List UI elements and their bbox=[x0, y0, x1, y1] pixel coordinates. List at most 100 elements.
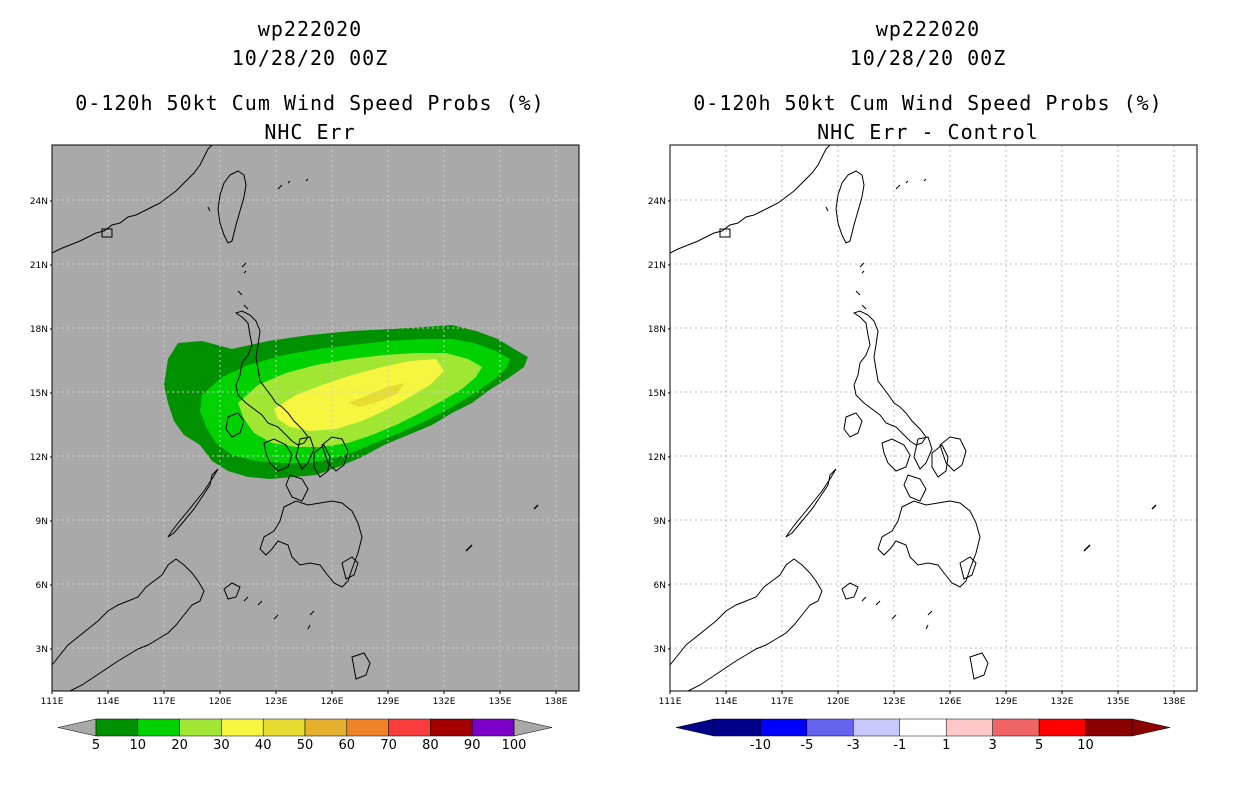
lat-label: 9N bbox=[654, 517, 666, 527]
lat-label: 6N bbox=[654, 581, 666, 591]
lat-label: 12N bbox=[648, 453, 666, 463]
lat-label: 21N bbox=[30, 261, 48, 271]
lon-label: 123E bbox=[883, 697, 906, 707]
colorbar-label: -1 bbox=[893, 738, 906, 753]
colorbar-label: -10 bbox=[750, 738, 771, 753]
colorbar-swatch bbox=[806, 718, 854, 737]
right-colorbar: -10 -5 -3 -1 1 3 5 10 bbox=[675, 718, 1171, 753]
left-lon-labels: 111E 114E 117E 120E 123E 126E 129E 132E 135E 138E bbox=[41, 691, 568, 707]
colorbar-swatch bbox=[304, 718, 348, 737]
lon-label: 126E bbox=[321, 697, 344, 707]
colorbar-label: 10 bbox=[1077, 738, 1094, 753]
lon-label: 126E bbox=[939, 697, 962, 707]
colorbar-swatch bbox=[1038, 718, 1086, 737]
lon-label: 120E bbox=[209, 697, 232, 707]
colorbar-label: 1 bbox=[942, 738, 950, 753]
left-datetime: 10/28/20 00Z bbox=[231, 46, 389, 70]
colorbar-label: 50 bbox=[297, 738, 314, 753]
left-subtitle: NHC Err bbox=[264, 120, 356, 144]
colorbar-swatch bbox=[713, 718, 761, 737]
colorbar-label: 10 bbox=[130, 738, 147, 753]
colorbar-swatch bbox=[945, 718, 993, 737]
colorbar-swatch bbox=[388, 718, 431, 737]
lat-label: 24N bbox=[30, 197, 48, 207]
right-lat-labels: 3N 6N 9N 12N 15N 18N 21N 24N bbox=[648, 197, 670, 655]
colorbar-label: -3 bbox=[847, 738, 860, 753]
lat-label: 18N bbox=[648, 325, 666, 335]
lat-label: 21N bbox=[648, 261, 666, 271]
colorbar-swatch bbox=[430, 718, 473, 737]
colorbar-swatch bbox=[760, 718, 808, 737]
lon-label: 123E bbox=[265, 697, 288, 707]
colorbar-label: 5 bbox=[92, 738, 100, 753]
colorbar-label: 20 bbox=[171, 738, 188, 753]
lon-label: 135E bbox=[1107, 697, 1130, 707]
colorbar-label: 90 bbox=[464, 738, 481, 753]
left-gridlines bbox=[52, 145, 579, 691]
colorbar-swatch bbox=[471, 718, 515, 737]
right-map-panel bbox=[669, 144, 1198, 692]
lon-label: 117E bbox=[153, 697, 176, 707]
lat-label: 12N bbox=[30, 453, 48, 463]
colorbar-swatch bbox=[853, 718, 901, 737]
left-title: 0-120h 50kt Cum Wind Speed Probs (%) bbox=[75, 91, 545, 115]
lat-label: 9N bbox=[36, 517, 48, 527]
colorbar-swatch bbox=[1085, 718, 1133, 737]
colorbar-label: 60 bbox=[339, 738, 356, 753]
colorbar-label: 70 bbox=[380, 738, 397, 753]
right-datetime: 10/28/20 00Z bbox=[849, 46, 1007, 70]
colorbar-swatch bbox=[95, 718, 139, 737]
lon-label: 132E bbox=[433, 697, 456, 707]
colorbar-label: 100 bbox=[502, 738, 527, 753]
colorbar-swatch bbox=[221, 718, 264, 737]
colorbar-label: -5 bbox=[800, 738, 813, 753]
lon-label: 129E bbox=[377, 697, 400, 707]
lon-label: 120E bbox=[827, 697, 850, 707]
lon-label: 138E bbox=[1163, 697, 1186, 707]
colorbar-low-arrow bbox=[675, 718, 715, 737]
lon-label: 129E bbox=[995, 697, 1018, 707]
colorbar-label: 80 bbox=[422, 738, 439, 753]
left-colorbar: 5 10 20 30 40 50 60 70 80 90 100 bbox=[57, 718, 553, 753]
colorbar-high-arrow bbox=[513, 718, 553, 737]
lon-label: 138E bbox=[545, 697, 568, 707]
lat-label: 18N bbox=[30, 325, 48, 335]
colorbar-label: 40 bbox=[255, 738, 272, 753]
left-storm-id: wp222020 bbox=[257, 17, 363, 41]
lon-label: 111E bbox=[659, 697, 682, 707]
colorbar-low-arrow bbox=[57, 718, 97, 737]
colorbar-swatch bbox=[179, 718, 222, 737]
lon-label: 111E bbox=[41, 697, 64, 707]
lon-label: 132E bbox=[1051, 697, 1074, 707]
lat-label: 15N bbox=[648, 389, 666, 399]
left-map-panel bbox=[51, 144, 580, 692]
right-map-background bbox=[669, 144, 1198, 692]
left-lat-labels: 3N 6N 9N 12N 15N 18N 21N 24N bbox=[30, 197, 52, 655]
colorbar-swatch bbox=[262, 718, 306, 737]
colorbar-label: 5 bbox=[1035, 738, 1043, 753]
right-lon-labels: 111E 114E 117E 120E 123E 126E 129E 132E 135E 138E bbox=[659, 691, 1186, 707]
lat-label: 24N bbox=[648, 197, 666, 207]
lat-label: 3N bbox=[36, 645, 48, 655]
colorbar-label: 3 bbox=[989, 738, 997, 753]
lon-label: 114E bbox=[97, 697, 120, 707]
colorbar-label: 30 bbox=[213, 738, 230, 753]
colorbar-swatch bbox=[137, 718, 180, 737]
prob-contour-30 bbox=[274, 359, 444, 431]
colorbar-swatch bbox=[899, 718, 947, 737]
lon-label: 114E bbox=[715, 697, 738, 707]
colorbar-swatch bbox=[346, 718, 389, 737]
lat-label: 3N bbox=[654, 645, 666, 655]
lon-label: 117E bbox=[771, 697, 794, 707]
colorbar-swatch bbox=[992, 718, 1040, 737]
right-title: 0-120h 50kt Cum Wind Speed Probs (%) bbox=[693, 91, 1163, 115]
lat-label: 15N bbox=[30, 389, 48, 399]
right-gridlines bbox=[670, 145, 1197, 691]
colorbar-high-arrow bbox=[1131, 718, 1171, 737]
lat-label: 6N bbox=[36, 581, 48, 591]
lon-label: 135E bbox=[489, 697, 512, 707]
right-storm-id: wp222020 bbox=[875, 17, 981, 41]
right-subtitle: NHC Err - Control bbox=[817, 120, 1039, 144]
prob-contour-40 bbox=[348, 383, 404, 407]
